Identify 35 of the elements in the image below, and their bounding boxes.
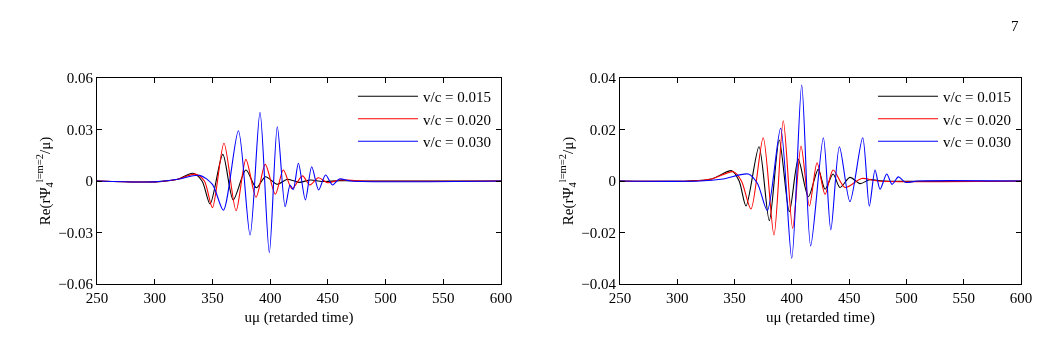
text: 7 bbox=[1011, 18, 1019, 34]
legend-label: v/c = 0.015 bbox=[422, 89, 492, 106]
legend-label: v/c = 0.030 bbox=[422, 134, 492, 151]
y-tick-label: 0.06 bbox=[66, 70, 94, 87]
x-tick-label: 350 bbox=[723, 290, 746, 306]
x-tick-label: 400 bbox=[258, 290, 282, 306]
legend-label: v/c = 0.020 bbox=[422, 111, 492, 128]
x-tick-label: 600 bbox=[489, 290, 513, 306]
y-tick-label: −0.03 bbox=[58, 224, 93, 241]
x-tick-label: 550 bbox=[432, 290, 455, 306]
y-tick-label: 0.03 bbox=[66, 121, 93, 138]
x-tick-label: 400 bbox=[780, 290, 804, 306]
y-tick-label: 0.04 bbox=[589, 70, 617, 87]
x-axis-title: uμ (retarded time) bbox=[766, 309, 875, 326]
x-tick-label: 250 bbox=[608, 290, 632, 306]
x-tick-label: 600 bbox=[1009, 290, 1033, 306]
x-tick-label: 300 bbox=[143, 290, 166, 306]
legend-label: v/c = 0.020 bbox=[942, 111, 1012, 128]
x-tick-label: 500 bbox=[895, 290, 918, 306]
x-tick-label: 550 bbox=[952, 290, 975, 306]
x-tick-label: 500 bbox=[374, 290, 397, 306]
y-tick-label: −0.04 bbox=[581, 276, 617, 293]
y-tick-label: 0 bbox=[608, 173, 616, 190]
x-axis-title: uμ (retarded time) bbox=[244, 309, 354, 326]
x-tick-label: 350 bbox=[201, 290, 224, 306]
legend-label: v/c = 0.030 bbox=[942, 134, 1012, 151]
y-tick-label: 0.02 bbox=[589, 121, 616, 138]
y-tick-label: 0 bbox=[85, 173, 93, 190]
x-tick-label: 450 bbox=[837, 290, 861, 306]
legend-label: v/c = 0.015 bbox=[942, 89, 1012, 106]
x-tick-label: 450 bbox=[316, 290, 340, 306]
y-tick-label: −0.06 bbox=[58, 276, 94, 293]
x-tick-label: 300 bbox=[666, 290, 689, 306]
y-tick-label: −0.02 bbox=[581, 224, 616, 241]
x-tick-label: 250 bbox=[85, 290, 109, 306]
